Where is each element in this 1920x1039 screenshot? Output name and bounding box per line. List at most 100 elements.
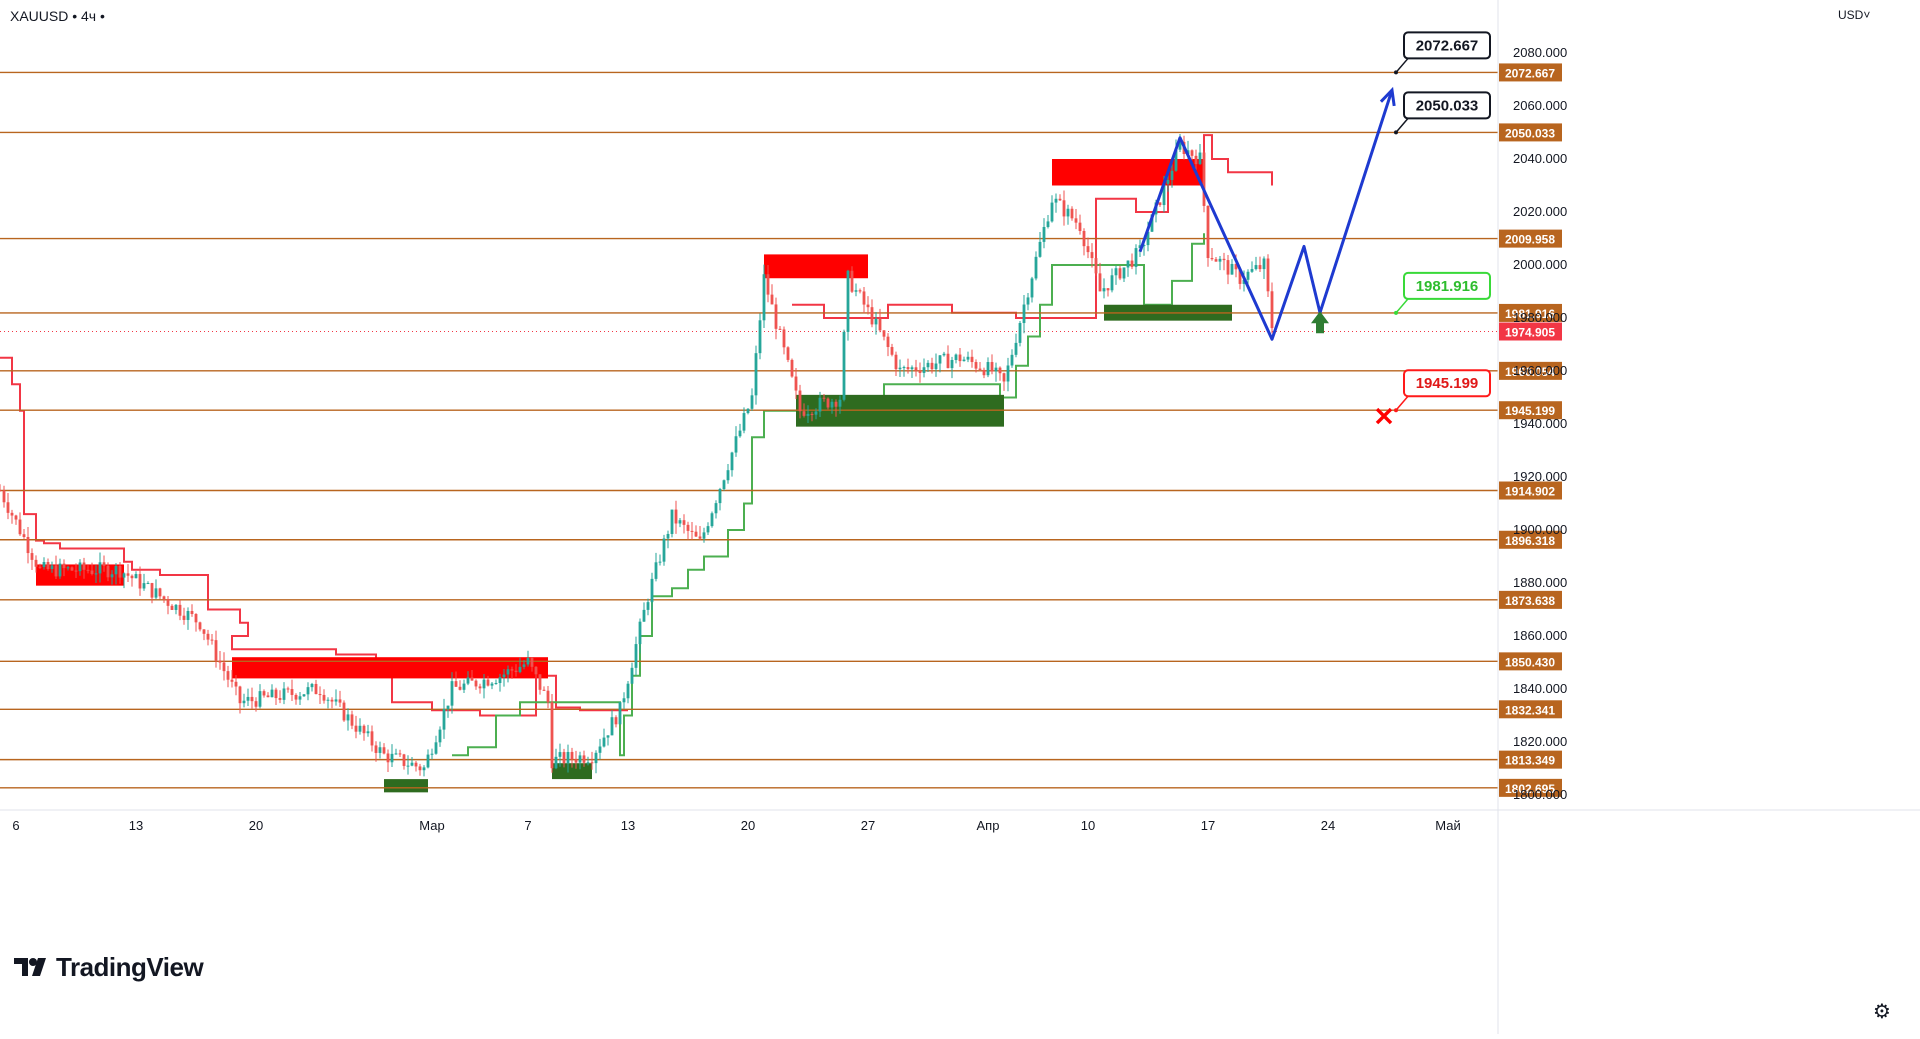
- level-axis-tag: [1499, 481, 1562, 500]
- candle-body: [1254, 265, 1258, 270]
- candle-body: [334, 699, 338, 702]
- candle-body: [814, 411, 818, 415]
- candle-body: [1138, 245, 1142, 249]
- candle-body: [242, 700, 246, 704]
- candle-body: [542, 689, 546, 691]
- candle-body: [718, 489, 722, 504]
- callouts-layer: 2072.667 2050.033 1981.916 1945.199: [1394, 31, 1491, 413]
- candle-body: [1202, 152, 1206, 206]
- candle-body: [522, 664, 526, 667]
- candle-body: [494, 683, 498, 685]
- x-tick-label: 24: [1321, 818, 1335, 833]
- candle-body: [122, 573, 126, 578]
- candle-body: [198, 622, 202, 630]
- candle-body: [1090, 252, 1094, 259]
- candle-body: [1102, 288, 1106, 292]
- y-tick-label: 1860.000: [1513, 628, 1567, 643]
- level-axis-tag: [1499, 229, 1562, 248]
- trail-down-line: [0, 356, 628, 717]
- candle-body: [262, 691, 266, 696]
- candle-body: [62, 563, 66, 569]
- candle-body: [222, 662, 226, 672]
- candle-body: [1118, 268, 1122, 279]
- candle-body: [314, 683, 318, 695]
- candle-body: [770, 294, 774, 305]
- level-axis-label: 1850.430: [1505, 655, 1555, 669]
- candle-body: [1106, 288, 1110, 291]
- tradingview-logo[interactable]: TradingView: [14, 952, 204, 982]
- candle-body: [142, 583, 146, 589]
- gear-icon[interactable]: ⚙: [1873, 1001, 1891, 1023]
- candle-body: [1054, 198, 1058, 203]
- candle-body: [90, 570, 94, 574]
- candle-body: [506, 669, 510, 675]
- candle-body: [818, 397, 822, 412]
- candle-body: [598, 746, 602, 753]
- candle-body: [654, 562, 658, 579]
- candle-body: [866, 304, 870, 308]
- candle-body: [114, 565, 118, 575]
- x-tick-label: 27: [861, 818, 875, 833]
- candle-body: [98, 562, 102, 574]
- level-axis-tag: [1499, 590, 1562, 609]
- candle-body: [778, 328, 782, 330]
- candle-body: [1234, 263, 1238, 270]
- candle-body: [338, 699, 342, 703]
- candle-body: [578, 755, 582, 763]
- x-tick-label: 17: [1201, 818, 1215, 833]
- symbol-title[interactable]: XAUUSD • 4ч •: [10, 8, 105, 24]
- candle-body: [50, 565, 54, 570]
- forecast-layer: [1138, 86, 1396, 425]
- candle-body: [842, 331, 846, 400]
- candle-body: [258, 691, 262, 707]
- candle-body: [538, 674, 542, 690]
- candle-body: [910, 367, 914, 370]
- candle-body: [982, 369, 986, 376]
- candle-body: [162, 596, 166, 600]
- candle-body: [690, 530, 694, 532]
- candle-body: [1070, 208, 1074, 219]
- candle-body: [650, 578, 654, 603]
- y-tick-label: 1840.000: [1513, 681, 1567, 696]
- callout-label: 1945.199: [1416, 375, 1479, 392]
- candle-body: [78, 562, 82, 572]
- candle-body: [10, 512, 14, 516]
- candle-body: [30, 553, 34, 560]
- level-axis-tag: [1499, 700, 1562, 719]
- candle-body: [226, 671, 230, 680]
- candle-body: [298, 696, 302, 700]
- candle-body: [762, 274, 766, 321]
- candle-body: [846, 270, 850, 332]
- candle-body: [710, 513, 714, 527]
- candle-body: [498, 677, 502, 684]
- level-axis-tag: [1499, 401, 1562, 420]
- currency-selector[interactable]: USD˅: [1838, 8, 1871, 22]
- candle-body: [938, 355, 942, 364]
- y-tick-label: 2000.000: [1513, 257, 1567, 272]
- x-tick-label: 13: [129, 818, 143, 833]
- callout-box: [1403, 271, 1491, 300]
- candle-body: [106, 565, 110, 578]
- candle-body: [414, 762, 418, 767]
- candle-body: [534, 666, 538, 675]
- candle-body: [466, 677, 470, 684]
- candle-body: [302, 694, 306, 697]
- candle-body: [554, 756, 558, 769]
- candle-body: [774, 304, 778, 329]
- candle-body: [1190, 150, 1194, 156]
- candle-body: [402, 754, 406, 766]
- level-axis-tag: [1499, 750, 1562, 769]
- candle-body: [154, 588, 158, 598]
- candle-body: [354, 725, 358, 732]
- candle-body: [1066, 208, 1070, 217]
- candle-body: [1002, 373, 1006, 382]
- callout-pointer: [1395, 298, 1409, 314]
- y-tick-label: 2060.000: [1513, 98, 1567, 113]
- candle-body: [1166, 179, 1170, 184]
- candle-body: [1238, 269, 1242, 284]
- level-axis-tag: [1499, 361, 1562, 380]
- candle-body: [170, 605, 174, 610]
